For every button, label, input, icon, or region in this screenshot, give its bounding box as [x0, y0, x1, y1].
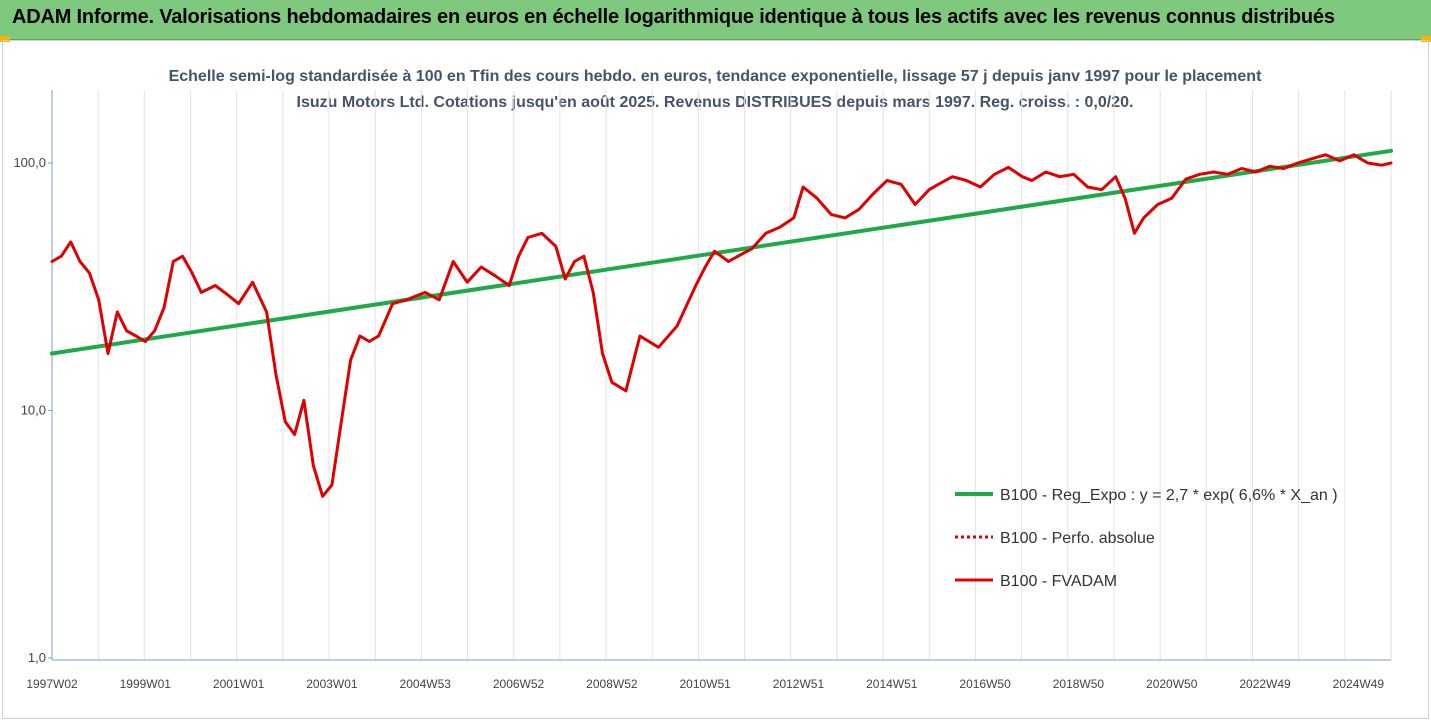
x-tick-label: 2004W53 — [400, 677, 452, 691]
series-line-2 — [50, 153, 1393, 498]
legend-label: B100 - FVADAM — [1000, 573, 1117, 590]
chart-frame — [2, 40, 1429, 719]
corner-mark-right — [1421, 36, 1431, 42]
x-tick-label: 2006W52 — [493, 677, 545, 691]
y-tick-label: 1,0 — [28, 650, 46, 665]
x-tick-label: 1997W02 — [26, 677, 78, 691]
page-title: ADAM Informe. Valorisations hebdomadaire… — [12, 6, 1335, 28]
x-tick-label: 1999W01 — [120, 677, 172, 691]
x-tick-label: 2014W51 — [866, 677, 918, 691]
y-tick-label: 10,0 — [21, 403, 46, 418]
x-tick-label: 2010W51 — [679, 677, 731, 691]
header-banner: ADAM Informe. Valorisations hebdomadaire… — [0, 0, 1431, 40]
x-tick-label: 2001W01 — [213, 677, 265, 691]
legend-label: B100 - Perfo. absolue — [1000, 530, 1155, 547]
corner-mark-left — [0, 36, 10, 42]
x-tick-label: 2018W50 — [1053, 677, 1105, 691]
x-tick-label: 2012W51 — [773, 677, 825, 691]
x-tick-label: 2024W49 — [1333, 677, 1385, 691]
y-tick-label: 100,0 — [13, 155, 46, 170]
x-tick-label: 2016W50 — [959, 677, 1011, 691]
x-tick-label: 2022W49 — [1239, 677, 1291, 691]
x-tick-label: 2008W52 — [586, 677, 638, 691]
chart-title: Echelle semi-log standardisée à 100 en T… — [168, 68, 1262, 111]
legend-label: B100 - Reg_Expo : y = 2,7 * exp( 6,6% * … — [1000, 487, 1338, 504]
x-tick-label: 2003W01 — [306, 677, 358, 691]
x-tick-label: 2020W50 — [1146, 677, 1198, 691]
series-line-0 — [50, 148, 1393, 356]
